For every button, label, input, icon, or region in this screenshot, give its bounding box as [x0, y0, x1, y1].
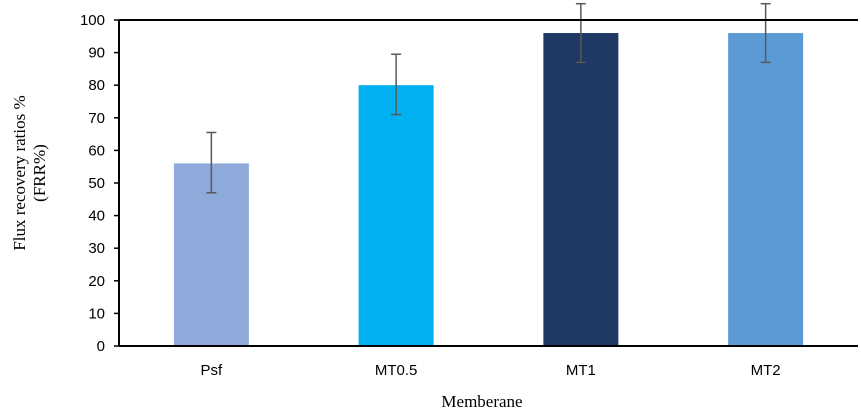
- y-tick-label: 70: [88, 110, 105, 127]
- error-bar-mt0-5: [391, 53, 402, 116]
- y-tick-label: 100: [80, 12, 105, 29]
- error-bar-mt2: [760, 2, 771, 64]
- y-tick-label: 30: [88, 240, 105, 257]
- y-axis-title-line-2: (FRR%): [30, 144, 49, 202]
- bar-psf: [173, 163, 249, 346]
- x-tick-label: Psf: [201, 362, 224, 379]
- y-axis-title: Flux recovery ratios % (FRR%): [10, 95, 49, 250]
- y-axis-title-line-1: Flux recovery ratios %: [10, 95, 29, 250]
- y-tick-label: 90: [88, 45, 105, 62]
- error-bar-mt1: [575, 2, 586, 64]
- x-axis-title: Memberane: [441, 392, 522, 411]
- y-tick-label: 80: [88, 77, 105, 94]
- x-tick-label: MT0.5: [375, 362, 418, 379]
- y-tick-labels: 0 10 20 30 40 50 60 70 80 90 100: [80, 12, 105, 355]
- y-tick-label: 20: [88, 273, 105, 290]
- y-tick-label: 10: [88, 305, 105, 322]
- bars-layer: [173, 33, 804, 346]
- axes-layer: [114, 19, 858, 347]
- error-bar-psf: [206, 131, 217, 194]
- bar-mt1: [543, 33, 619, 346]
- y-tick-label: 50: [88, 175, 105, 192]
- error-bars-layer: [206, 2, 771, 194]
- x-tick-label: MT2: [751, 362, 781, 379]
- y-tick-label: 0: [97, 338, 105, 355]
- bar-mt2: [728, 33, 804, 346]
- bar-mt0-5: [358, 85, 434, 346]
- x-tick-label: MT1: [566, 362, 596, 379]
- y-tick-label: 60: [88, 142, 105, 159]
- x-tick-labels: Psf MT0.5 MT1 MT2: [201, 362, 781, 379]
- y-tick-label: 40: [88, 208, 105, 225]
